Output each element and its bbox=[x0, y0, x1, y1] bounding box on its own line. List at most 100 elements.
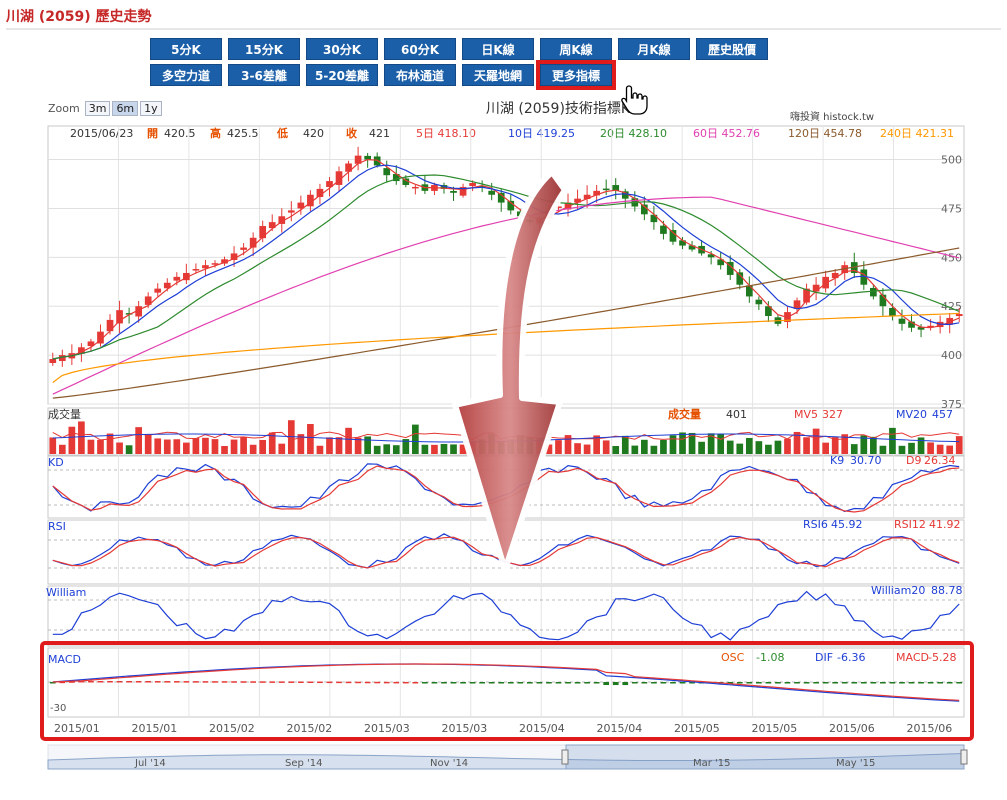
date-tick-label: 2015/02 bbox=[209, 722, 255, 735]
btn-bollinger[interactable]: 布林通道 bbox=[384, 64, 456, 86]
osc-bar bbox=[689, 682, 695, 684]
volume-bar bbox=[307, 424, 314, 454]
ma60-line bbox=[52, 196, 960, 395]
osc-bar bbox=[794, 682, 800, 684]
navigator-tick-label: Mar '15 bbox=[693, 758, 731, 769]
volume-bar bbox=[58, 444, 66, 454]
zoom-3m[interactable]: 3m bbox=[84, 101, 111, 116]
candle-body bbox=[889, 307, 896, 316]
btn-60min[interactable]: 60分K bbox=[384, 38, 456, 60]
osc-bar bbox=[832, 682, 839, 684]
btn-history-price[interactable]: 歷史股價 bbox=[696, 38, 768, 60]
btn-daily-k[interactable]: 日K線 bbox=[462, 38, 534, 60]
macd-label: MACD bbox=[896, 651, 929, 664]
volume-bar bbox=[87, 439, 95, 454]
d9-label: D9 bbox=[906, 454, 921, 467]
candle-body bbox=[660, 225, 667, 234]
date-tick-label: 2015/04 bbox=[519, 722, 565, 735]
osc-bar bbox=[851, 682, 858, 684]
volume-bar bbox=[726, 440, 734, 454]
osc-bar bbox=[97, 680, 104, 683]
osc-bar bbox=[135, 681, 142, 683]
btn-5min[interactable]: 5分K bbox=[150, 38, 222, 60]
btn-more-indicators[interactable]: 更多指標 bbox=[536, 60, 616, 90]
zoom-1y[interactable]: 1y bbox=[140, 101, 162, 116]
date-tick-label: 2015/06 bbox=[907, 722, 953, 735]
btn-3-6-diff[interactable]: 3-6差離 bbox=[228, 64, 300, 86]
low-value: 420 bbox=[303, 127, 324, 140]
zoom-controls: Zoom 3m 6m 1y bbox=[48, 101, 162, 116]
rsi6-label: RSI6 bbox=[803, 518, 828, 531]
osc-value: -1.08 bbox=[756, 651, 784, 664]
osc-bar bbox=[307, 681, 314, 684]
osc-bar bbox=[574, 682, 581, 684]
btn-monthly-k[interactable]: 月K線 bbox=[618, 38, 690, 60]
btn-sky-net[interactable]: 天羅地網 bbox=[462, 64, 534, 86]
btn-5-20-diff[interactable]: 5-20差離 bbox=[306, 64, 378, 86]
candle-body bbox=[297, 202, 305, 209]
candle-body bbox=[641, 204, 648, 215]
volume-bar bbox=[955, 436, 963, 454]
osc-bar bbox=[488, 682, 495, 684]
macd-panel-name: MACD bbox=[48, 653, 81, 666]
candle-body bbox=[688, 245, 696, 250]
osc-bar bbox=[679, 682, 686, 684]
volume-bar bbox=[192, 438, 200, 454]
osc-bar bbox=[317, 681, 323, 684]
osc-bar bbox=[431, 682, 438, 684]
osc-bar bbox=[221, 681, 228, 683]
osc-bar bbox=[612, 682, 619, 686]
candle-body bbox=[507, 200, 515, 211]
osc-bar bbox=[107, 680, 113, 683]
k9-value: 30.70 bbox=[850, 454, 882, 467]
price-tick-label: 375 bbox=[941, 398, 962, 411]
candle-body bbox=[822, 276, 829, 289]
osc-bar bbox=[345, 681, 352, 684]
osc-bar bbox=[956, 682, 963, 684]
ma-legend: 5日 418.10 10日 419.25 20日 428.10 60日 452.76 1… bbox=[416, 127, 954, 140]
candle-body bbox=[326, 181, 333, 188]
ma-legend-item: 120日 454.78 bbox=[788, 127, 862, 140]
date-tick-label: 2015/03 bbox=[364, 722, 410, 735]
osc-bar bbox=[374, 681, 381, 684]
candle-body bbox=[831, 272, 839, 279]
close-label: 收 bbox=[346, 126, 357, 140]
candle-body bbox=[278, 216, 286, 224]
rsi12-value: 41.92 bbox=[929, 518, 961, 531]
btn-bull-bear[interactable]: 多空力道 bbox=[150, 64, 222, 86]
osc-bar bbox=[880, 682, 886, 684]
candle-body bbox=[745, 285, 753, 297]
volume-bar bbox=[402, 439, 410, 454]
candle-body bbox=[955, 314, 963, 317]
osc-bar bbox=[784, 682, 791, 684]
osc-bar bbox=[326, 681, 333, 684]
candle-body bbox=[268, 222, 276, 229]
volume-bar bbox=[698, 441, 705, 454]
price-tick-label: 400 bbox=[941, 349, 962, 362]
volume-bar bbox=[230, 439, 238, 454]
volume-bar bbox=[841, 434, 849, 454]
btn-30min[interactable]: 30分K bbox=[306, 38, 378, 60]
dif-label: DIF bbox=[815, 651, 833, 664]
price-tick-label: 475 bbox=[941, 202, 962, 215]
zoom-6m[interactable]: 6m bbox=[112, 101, 139, 116]
osc-bar bbox=[946, 682, 953, 684]
osc-bar bbox=[546, 682, 552, 684]
date-tick-label: 2015/03 bbox=[442, 722, 488, 735]
volume-bar bbox=[660, 439, 667, 454]
osc-bar bbox=[383, 681, 390, 684]
candle-body bbox=[469, 183, 476, 186]
osc-bar bbox=[479, 682, 486, 684]
volume-bar bbox=[106, 433, 114, 454]
osc-bar bbox=[269, 681, 276, 683]
volume-bar bbox=[440, 443, 448, 454]
volume-bar bbox=[898, 445, 906, 454]
candle-body bbox=[450, 190, 457, 193]
btn-weekly-k[interactable]: 周K線 bbox=[540, 38, 612, 60]
btn-15min[interactable]: 15分K bbox=[228, 38, 300, 60]
osc-bar bbox=[355, 681, 361, 684]
range-navigator[interactable]: Jul '14 Sep '14 Nov '14 Mar '15 May '15 bbox=[47, 744, 968, 770]
volume-bar bbox=[917, 437, 925, 454]
volume-bar bbox=[421, 444, 429, 454]
high-value: 425.5 bbox=[227, 127, 259, 140]
